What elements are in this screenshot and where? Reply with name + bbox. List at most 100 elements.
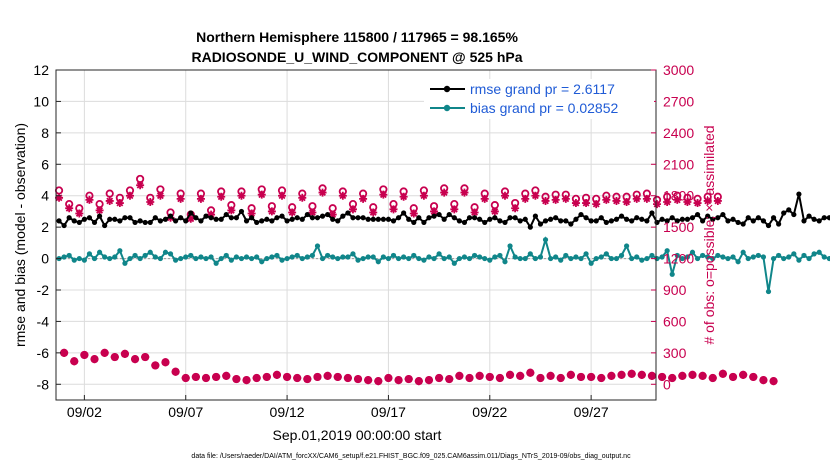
rmse-point [598,215,604,221]
obs-low-assimilated-point [495,374,504,382]
bias-point [254,254,260,260]
obs-assimilated-point [561,194,570,203]
rmse-point [137,218,143,224]
bias-point [735,259,741,265]
obs-low-assimilated-point [212,372,221,381]
obs-assimilated-point [500,191,509,200]
bias-point [578,255,584,262]
rmse-point [700,218,706,224]
obs-low-assimilated-point [678,371,687,380]
bias-point [127,255,133,262]
obs-low-assimilated-point [191,372,200,381]
obs-low-assimilated-point [536,374,545,382]
obs-low-assimilated-point [749,372,758,381]
bias-point [243,254,250,260]
rmse-point [350,215,356,221]
rmse-point [193,215,199,221]
y-axis-label: rmse and bias (model - observation) [12,123,28,347]
bias-point [370,254,376,260]
rmse-point [375,216,381,222]
rmse-point [152,215,158,221]
rmse-point [583,215,589,221]
obs-low-assimilated-point [658,372,667,381]
y-tick-label: 12 [33,62,49,78]
y-tick-label: -2 [37,282,50,298]
rmse-point [157,218,163,224]
bias-point [112,254,118,260]
obs-assimilated-point [308,208,317,217]
bias-point [694,255,701,262]
rmse-point [482,219,488,226]
obs-low-assimilated-point [110,353,119,362]
bias-point [157,255,163,262]
bias-point [451,260,457,266]
obs-low-assimilated-point [262,372,271,381]
obs-assimilated-point [348,205,357,214]
bias-point [598,254,604,260]
obs-low-assimilated-point [181,374,190,382]
rmse-point [456,218,462,224]
bias-point [461,254,468,260]
rmse-point [76,219,82,226]
rmse-point [289,216,295,222]
bias-point [517,255,523,262]
obs-low-assimilated-point [333,372,342,381]
obs-assimilated-point [663,198,672,206]
rmse-point [624,216,630,222]
y-right-tick-label: 0 [663,376,671,392]
rmse-point [613,216,620,222]
obs-assimilated-point [551,195,560,204]
rmse-point [228,215,234,221]
rmse-point [578,211,584,218]
rmse-point [213,216,219,222]
rmse-point [406,216,412,222]
obs-assimilated-point [541,196,550,205]
bias-point [416,255,422,262]
rmse-point [497,218,503,224]
bias-point [198,254,204,260]
bias-point [162,249,169,255]
bias-point [355,257,361,263]
rmse-point [725,218,731,224]
rmse-point [568,221,574,227]
plot-area [56,70,656,400]
x-tick-label: 09/02 [67,404,102,420]
rmse-point [776,221,782,227]
obs-low-assimilated-point [384,374,393,382]
obs-assimilated-point [369,208,378,217]
obs-low-assimilated-point [242,376,251,385]
bias-point [644,255,650,262]
obs-low-assimilated-point [668,374,677,382]
rmse-point [694,211,701,218]
series-obs-assimilated [55,181,722,223]
bias-point [66,252,72,259]
bias-point [720,254,726,260]
bias-point [203,255,209,262]
rmse-point [710,216,716,222]
obs-low-assimilated-point [131,355,140,364]
chart-subtitle: RADIOSONDE_U_WIND_COMPONENT @ 525 hPa [191,49,522,65]
bias-point [715,252,721,259]
rmse-point [735,219,741,226]
rmse-point [507,215,513,221]
obs-low-assimilated-point [506,370,515,379]
rmse-point [330,216,336,222]
bias-point [705,254,711,260]
rmse-point [172,218,179,224]
rmse-point [644,218,650,224]
rmse-point [750,218,756,224]
chart-title: Northern Hemisphere 115800 / 117965 = 98… [196,29,518,45]
bias-point [167,251,174,257]
bias-point [228,257,234,263]
rmse-point [61,222,67,229]
bias-point [553,254,559,260]
bias-point [821,254,827,260]
rmse-point [208,215,214,221]
bias-point [740,249,746,255]
bias-point [760,254,767,260]
obs-assimilated-point [237,191,246,200]
rmse-point [380,216,386,222]
rmse-point [689,215,696,221]
rmse-point [416,215,422,221]
obs-assimilated-point [257,190,266,199]
